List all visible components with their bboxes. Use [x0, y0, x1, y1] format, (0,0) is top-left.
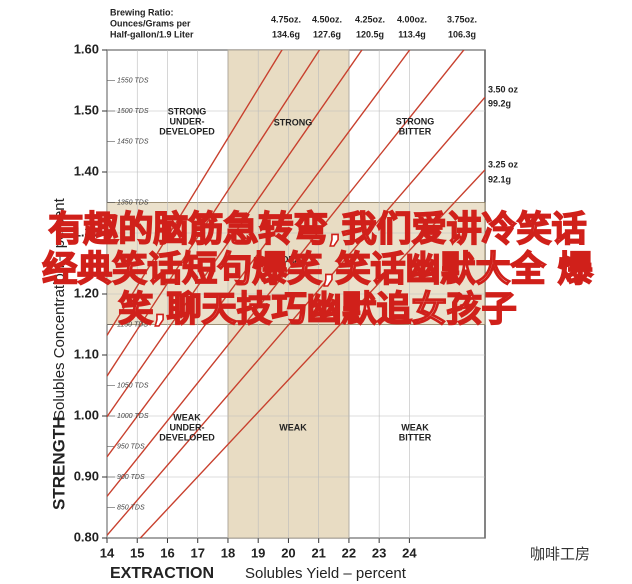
tds-tick-label: 850 TDS	[117, 504, 145, 511]
ratio-name: 4.50oz.	[312, 14, 342, 24]
y-tick-label: 0.90	[74, 468, 99, 483]
x-tick-label: 21	[311, 545, 325, 560]
region-label: UNDER-	[170, 422, 205, 432]
y-tick-label: 0.80	[74, 529, 99, 544]
ratio-name: 3.25 oz	[488, 159, 519, 169]
ratio-grams: 127.6g	[313, 29, 341, 39]
region-label: DEVELOPED	[159, 126, 215, 136]
ratio-name: 4.25oz.	[355, 14, 385, 24]
ratio-line	[107, 50, 363, 418]
ratio-line	[107, 50, 465, 497]
x-tick-label: 18	[221, 545, 235, 560]
region-label: IDEAL	[280, 254, 308, 264]
region-label: WEAK	[173, 412, 201, 422]
ratio-line	[107, 50, 411, 458]
header-line: Brewing Ratio:	[110, 7, 174, 17]
y-tick-label: 1.50	[74, 102, 99, 117]
x-tick-label: 15	[130, 545, 144, 560]
ratio-name: 3.50 oz	[488, 84, 519, 94]
region-label: STRONG	[396, 116, 435, 126]
y-tick-label: 1.00	[74, 407, 99, 422]
region-label: WEAK	[279, 422, 307, 432]
y-tick-label: 1.40	[74, 163, 99, 178]
header-line: Half-gallon/1.9 Liter	[110, 29, 194, 39]
region-label: BITTER	[399, 126, 432, 136]
tds-tick-label: 1350 TDS	[117, 199, 149, 206]
region-label: BITTER	[399, 432, 432, 442]
tds-tick-label: 1450 TDS	[117, 138, 149, 145]
region-label: DEVELOPED	[159, 432, 215, 442]
x-tick-label: 22	[342, 545, 356, 560]
ratio-line	[107, 96, 485, 536]
region-label: STRONG	[274, 117, 313, 127]
ratio-line	[107, 50, 283, 336]
ratio-grams: 92.1g	[488, 174, 511, 184]
y-title-bold: STRENGTH	[49, 417, 68, 511]
x-title: Solubles Yield – percent	[245, 565, 407, 582]
x-tick-label: 17	[190, 545, 204, 560]
x-tick-label: 14	[100, 545, 115, 560]
region-label: WEAK	[401, 422, 429, 432]
watermark: 咖啡工房	[530, 545, 591, 563]
ratio-line	[139, 169, 485, 538]
ratio-line	[107, 50, 321, 377]
ratio-grams: 134.6g	[272, 29, 300, 39]
x-tick-label: 23	[372, 545, 386, 560]
tds-tick-label: 1150 TDS	[117, 321, 148, 328]
region-label: UNDER-	[170, 116, 205, 126]
ratio-grams: 106.3g	[448, 29, 476, 39]
y-title: Solubles Concentration – percent	[51, 197, 68, 420]
ratio-grams: 113.4g	[398, 29, 426, 39]
tds-tick-label: 1550 TDS	[117, 77, 149, 84]
region-label: STRONG	[168, 106, 207, 116]
x-tick-label: 19	[251, 545, 265, 560]
tds-tick-label: 1000 TDS	[117, 413, 149, 420]
y-tick-label: 1.20	[74, 285, 99, 300]
y-tick-label: 1.10	[74, 346, 99, 361]
tds-tick-label: 1500 TDS	[117, 108, 149, 115]
x-tick-label: 16	[160, 545, 174, 560]
x-tick-label: 20	[281, 545, 295, 560]
tds-tick-label: 900 TDS	[117, 474, 145, 481]
ratio-name: 4.75oz.	[271, 14, 301, 24]
header-line: Ounces/Grams per	[110, 18, 191, 28]
ratio-grams: 120.5g	[356, 29, 384, 39]
y-tick-label: 1.30	[74, 224, 99, 239]
y-tick-label: 1.60	[74, 41, 99, 56]
ratio-name: 4.00oz.	[397, 14, 427, 24]
tds-tick-label: 1050 TDS	[117, 382, 149, 389]
ratio-name: 3.75oz.	[447, 14, 477, 24]
overlay-text: 有趣的脑筋急转弯,我们爱讲冷笑话经典笑话短句爆笑,笑话幽默大全 爆笑,聊天技巧幽…	[41, 209, 593, 331]
tds-tick-label: 950 TDS	[117, 443, 145, 450]
x-tick-label: 24	[402, 545, 417, 560]
ratio-grams: 99.2g	[488, 98, 511, 108]
x-title-bold: EXTRACTION	[110, 565, 214, 582]
